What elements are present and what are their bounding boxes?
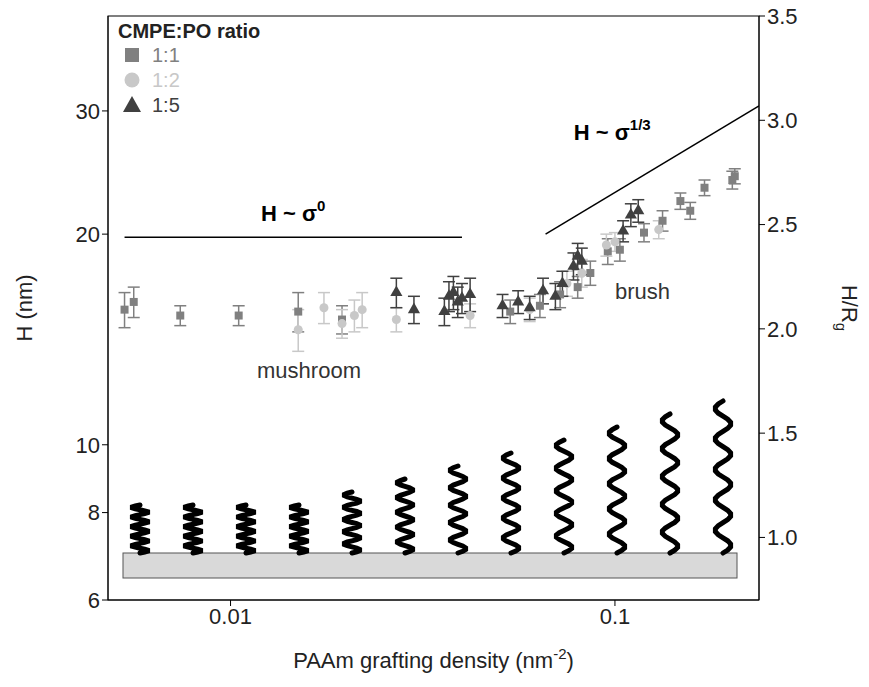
svg-text:2.0: 2.0 xyxy=(767,317,798,342)
svg-text:H ~ σ0: H ~ σ0 xyxy=(261,197,325,226)
svg-text:1.0: 1.0 xyxy=(767,525,798,550)
svg-text:3.5: 3.5 xyxy=(767,4,798,29)
svg-text:8: 8 xyxy=(88,500,100,525)
svg-text:20: 20 xyxy=(76,222,100,247)
svg-text:1:5: 1:5 xyxy=(152,94,180,116)
svg-text:1:1: 1:1 xyxy=(152,44,180,66)
svg-text:3.0: 3.0 xyxy=(767,108,798,133)
svg-text:2.5: 2.5 xyxy=(767,212,798,237)
svg-text:1:2: 1:2 xyxy=(152,69,180,91)
svg-text:H (nm): H (nm) xyxy=(12,274,37,341)
svg-text:0.01: 0.01 xyxy=(209,604,252,629)
svg-text:CMPE:PO ratio: CMPE:PO ratio xyxy=(118,20,260,42)
svg-text:6: 6 xyxy=(88,588,100,613)
svg-text:1.5: 1.5 xyxy=(767,421,798,446)
svg-text:H ~ σ1/3: H ~ σ1/3 xyxy=(574,116,651,145)
svg-text:30: 30 xyxy=(76,99,100,124)
svg-text:0.1: 0.1 xyxy=(600,604,631,629)
svg-text:10: 10 xyxy=(76,433,100,458)
svg-text:mushroom: mushroom xyxy=(257,358,361,383)
svg-text:brush: brush xyxy=(615,279,670,304)
svg-text:H/Rg: H/Rg xyxy=(833,285,862,331)
svg-text:PAAm grafting density (nm-2): PAAm grafting density (nm-2) xyxy=(293,645,574,673)
